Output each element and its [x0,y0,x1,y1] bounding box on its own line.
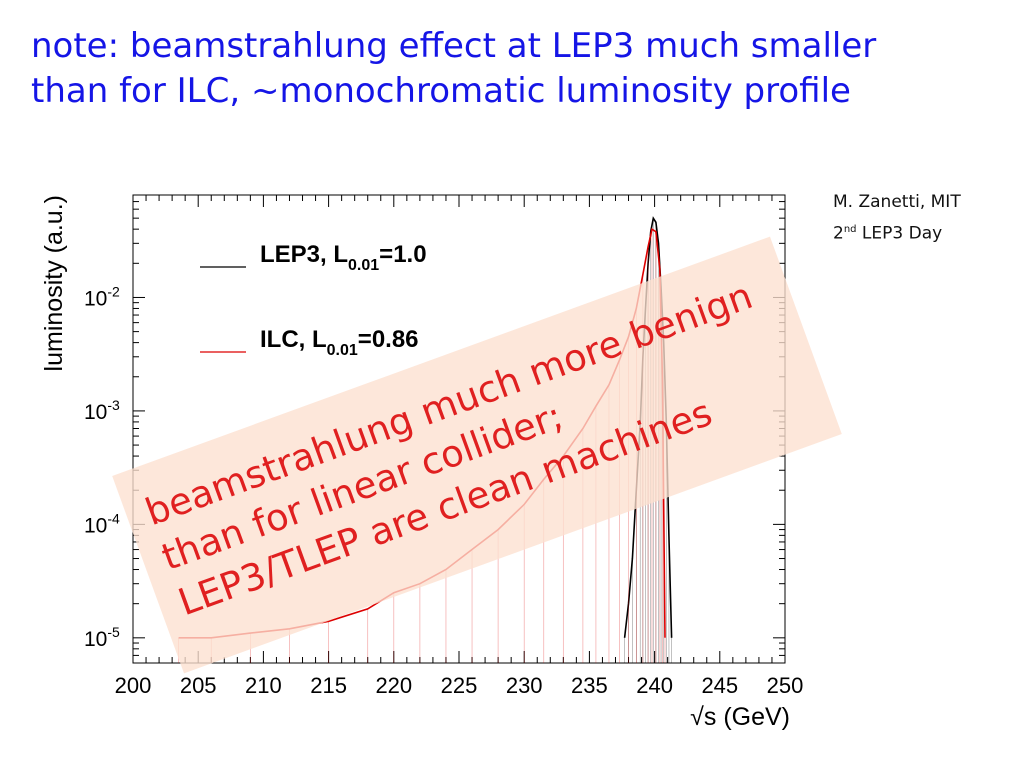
axis-labels-layer: 200 205 210 215 220 225 230 235 240 245 250 10-5 10-… [40,195,803,731]
x-tick-label: 230 [506,673,543,698]
x-tick-label: 210 [245,673,282,698]
x-tick-label: 200 [115,673,152,698]
x-tick-label: 215 [310,673,347,698]
callout-box [112,236,842,674]
slide-title: note: beamstrahlung effect at LEP3 much … [31,24,991,114]
legend: LEP3, L0.01=1.0 ILC, L0.01=0.86 [200,241,427,359]
x-tick-label: 245 [701,673,738,698]
credit-event-ordinal-suffix: nd [843,224,857,235]
y-tick-label: 10-4 [84,510,120,537]
credit-event-rest: LEP3 Day [856,223,943,244]
slide-title-line1: note: beamstrahlung effect at LEP3 much … [31,26,877,66]
x-axis-title: √s (GeV) [690,703,790,731]
legend-label-0: LEP3, L0.01=1.0 [260,241,427,274]
y-axis-title: luminosity (a.u.) [40,195,68,371]
slide-title-line2: than for ILC, ~monochromatic luminosity … [31,71,851,111]
x-tick-label: 250 [767,673,804,698]
x-tick-label: 205 [180,673,217,698]
x-tick-label: 235 [571,673,608,698]
x-tick-label: 240 [636,673,673,698]
y-tick-label: 10-5 [84,624,120,651]
x-tick-label: 225 [441,673,478,698]
y-tick-label: 10-3 [84,397,120,424]
x-tick-label: 220 [375,673,412,698]
credit-event-ordinal: 2 [833,223,844,244]
y-tick-label: 10-2 [84,283,120,310]
legend-label-1: ILC, L0.01=0.86 [260,326,419,359]
credit-author: M. Zanetti, MIT [833,192,961,212]
author-credit: M. Zanetti, MIT 2nd LEP3 Day [833,188,961,248]
credit-event: 2nd LEP3 Day [833,216,961,248]
